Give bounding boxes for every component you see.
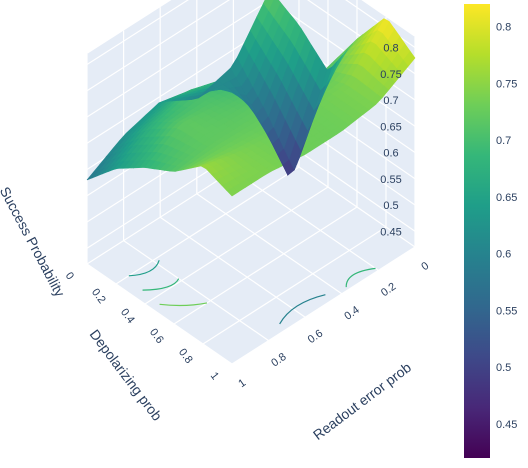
colorbar-gradient bbox=[464, 4, 490, 458]
x-tick-label: 0.8 bbox=[269, 351, 288, 370]
floor-grid-y bbox=[144, 186, 329, 305]
colorbar-tick-label: 0.6 bbox=[496, 249, 511, 261]
colorbar-tick-label: 0.75 bbox=[496, 78, 517, 90]
colorbar-tick-label: 0.7 bbox=[496, 135, 511, 147]
y-tick-label: 0.8 bbox=[176, 346, 195, 365]
floor-grid-y bbox=[173, 206, 358, 325]
floor-contour-line bbox=[159, 302, 208, 307]
z-tick-label: 0.8 bbox=[383, 43, 398, 55]
colorbar: 0.45 0.5 0.55 0.6 0.65 0.7 0.75 0.8 bbox=[464, 4, 517, 458]
z-tick-label: 0.75 bbox=[380, 69, 401, 81]
wall-grid-z bbox=[86, 0, 189, 66]
wall-grid-z bbox=[86, 25, 271, 144]
z-tick-label: 0.5 bbox=[383, 200, 398, 212]
z-tick-label: 0.55 bbox=[380, 174, 401, 186]
x-tick-label: 0.2 bbox=[379, 281, 398, 300]
x-axis-title: Readout error prob bbox=[310, 359, 414, 443]
floor-grid-x bbox=[233, 169, 379, 271]
y-tick-label: 0.4 bbox=[118, 306, 137, 325]
z-tick-label: 0.7 bbox=[383, 95, 398, 107]
floor-grid-x bbox=[123, 240, 269, 342]
wall-grid-z bbox=[86, 0, 271, 118]
z-axis-title: Success Probability bbox=[0, 184, 68, 299]
floor-grid-x bbox=[86, 263, 233, 365]
colorbar-tick-label: 0.5 bbox=[496, 362, 511, 374]
y-tick-label: 0.6 bbox=[147, 326, 166, 345]
colorbar-tick-label: 0.55 bbox=[496, 305, 517, 317]
floor-contour-line bbox=[128, 260, 160, 277]
floor-contours bbox=[128, 260, 376, 325]
z-tick-label: 0.65 bbox=[380, 121, 401, 133]
floor-contour-line bbox=[142, 278, 180, 291]
colorbar-tick-label: 0.65 bbox=[496, 192, 517, 204]
z-axis-ticks: 0.45 0.5 0.55 0.6 0.65 0.7 0.75 0.8 bbox=[380, 43, 401, 239]
z-tick-label: 0.6 bbox=[383, 148, 398, 160]
x-tick-label: 0.6 bbox=[306, 327, 325, 346]
floor-plane bbox=[87, 147, 415, 364]
floor-grid-y bbox=[115, 166, 300, 285]
y-tick-label: 1 bbox=[208, 370, 221, 382]
surface-mesh[interactable] bbox=[86, 0, 416, 197]
surface-cell bbox=[263, 0, 274, 11]
x-tick-label: 1 bbox=[236, 377, 248, 390]
y-tick-label: 0.2 bbox=[89, 286, 108, 305]
colorbar-tick-label: 0.45 bbox=[496, 419, 517, 431]
floor-grid-y bbox=[231, 246, 416, 365]
floor-grid-y bbox=[202, 226, 387, 345]
z-tick-label: 0.45 bbox=[380, 226, 401, 238]
wall-grid-z bbox=[86, 0, 231, 92]
floor-contour-line bbox=[345, 267, 376, 288]
floor-grid-x bbox=[196, 193, 343, 295]
floor-grid-x bbox=[159, 216, 306, 318]
x-tick-label: 0.4 bbox=[342, 304, 361, 323]
floor-contour-line bbox=[279, 294, 326, 325]
y-tick-label: 0 bbox=[63, 270, 76, 282]
x-tick-label: 0 bbox=[419, 260, 431, 273]
colorbar-tick-label: 0.8 bbox=[496, 22, 511, 34]
colorbar-ticks: 0.45 0.5 0.55 0.6 0.65 0.7 0.75 0.8 bbox=[496, 22, 517, 431]
